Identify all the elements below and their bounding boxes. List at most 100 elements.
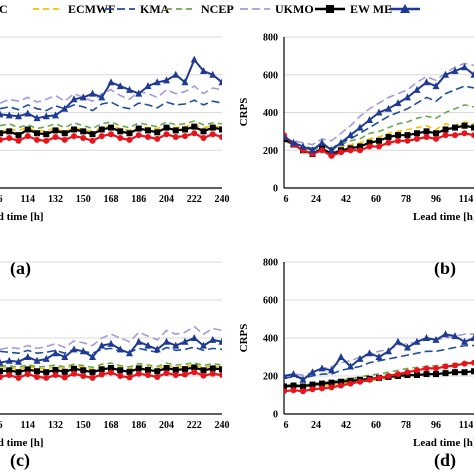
point-ew-me: [135, 125, 142, 132]
y-tick-label: 800: [263, 258, 278, 269]
point-ew-me: [452, 124, 458, 131]
point-series-7: [42, 354, 50, 362]
point-series-6: [145, 134, 151, 141]
point-ew-me: [182, 366, 188, 373]
point-series-7: [209, 70, 217, 78]
x-tick-label: 186: [131, 420, 146, 431]
point-series-7: [299, 142, 307, 150]
point-series-6: [172, 134, 179, 141]
point-series-6: [471, 359, 474, 366]
point-series-7: [24, 109, 32, 117]
point-series-7: [89, 89, 96, 97]
point-series-7: [375, 353, 383, 360]
point-ew-me: [414, 372, 420, 379]
point-series-6: [182, 371, 188, 378]
point-series-6: [145, 372, 151, 379]
point-series-7: [135, 337, 143, 345]
point-series-6: [423, 134, 430, 141]
point-series-6: [219, 372, 222, 379]
x-tick-label: 78: [401, 194, 411, 205]
point-series-7: [423, 78, 430, 86]
y-tick-label: 400: [263, 334, 278, 345]
point-series-7: [70, 345, 78, 353]
point-series-6: [395, 371, 401, 378]
legend-label: NCEP: [201, 2, 234, 16]
legend-item-ncep: NCEP: [166, 2, 234, 16]
point-series-7: [284, 133, 288, 141]
x-tick-label: 186: [131, 194, 146, 205]
point-series-6: [338, 149, 344, 156]
plot-area: [0, 55, 222, 144]
legend-item-ew-me: EW ME: [315, 2, 392, 16]
point-series-6: [200, 134, 207, 141]
plot-area: [0, 325, 222, 381]
point-ew-me: [126, 130, 133, 137]
point-ew-me: [34, 130, 40, 137]
point-series-6: [200, 372, 207, 379]
point-ew-me: [182, 126, 188, 133]
x-tick-label: 168: [104, 420, 119, 431]
point-ew-me: [163, 124, 170, 131]
point-series-6: [209, 370, 216, 377]
point-ew-me: [108, 124, 114, 131]
y-tick-label: 0: [273, 410, 278, 421]
x-tick-label: 96: [431, 194, 441, 205]
legend-label: KMA: [140, 2, 170, 16]
point-ew-me: [6, 128, 13, 135]
point-series-7: [385, 347, 392, 355]
point-series-6: [471, 132, 474, 139]
point-series-7: [52, 349, 59, 357]
point-series-6: [461, 360, 468, 367]
y-tick-label: 600: [263, 70, 278, 81]
legend-marker: [326, 5, 334, 13]
point-ew-me: [461, 369, 468, 376]
point-ew-me: [0, 368, 3, 375]
series-line-ukmo: [284, 333, 474, 377]
point-series-7: [79, 347, 87, 355]
x-axis-label: Lead time [h]: [413, 437, 474, 449]
point-series-7: [107, 339, 115, 347]
plot-area: [284, 330, 474, 395]
point-ew-me: [376, 137, 382, 144]
x-tick-label: 6: [284, 420, 289, 431]
point-ew-me: [61, 368, 68, 375]
panel-label: (c): [10, 450, 30, 471]
point-ew-me: [191, 364, 198, 371]
point-ew-me: [300, 383, 306, 390]
point-ew-me: [126, 368, 133, 375]
point-series-7: [318, 138, 326, 146]
point-series-6: [0, 136, 3, 143]
point-series-7: [126, 349, 133, 357]
point-ew-me: [89, 369, 96, 376]
point-ew-me: [357, 143, 363, 150]
point-ew-me: [34, 368, 40, 375]
point-series-7: [33, 356, 41, 364]
y-tick-label: 0: [273, 184, 278, 195]
point-series-6: [80, 373, 87, 379]
point-series-6: [395, 137, 401, 144]
point-series-6: [126, 136, 133, 143]
x-tick-label: 78: [401, 420, 411, 431]
point-series-6: [126, 374, 133, 381]
point-series-6: [43, 374, 50, 381]
point-series-7: [116, 82, 124, 90]
point-series-6: [319, 147, 325, 154]
point-series-6: [328, 384, 335, 391]
point-series-7: [24, 353, 32, 360]
x-tick-label: 114: [459, 420, 473, 431]
point-series-7: [0, 358, 4, 366]
point-ew-me: [423, 128, 430, 135]
point-series-7: [328, 366, 335, 374]
point-ew-me: [71, 126, 77, 133]
point-series-7: [42, 112, 50, 120]
point-ew-me: [145, 127, 151, 134]
series-line-series-7: [0, 58, 222, 120]
point-series-6: [89, 137, 96, 144]
x-tick-label: 222: [187, 194, 202, 205]
point-series-7: [218, 337, 222, 345]
legend-item-kma: KMA: [105, 2, 170, 16]
point-series-6: [414, 135, 420, 142]
point-series-7: [290, 138, 297, 146]
point-ew-me: [219, 126, 222, 133]
point-series-6: [80, 134, 87, 141]
